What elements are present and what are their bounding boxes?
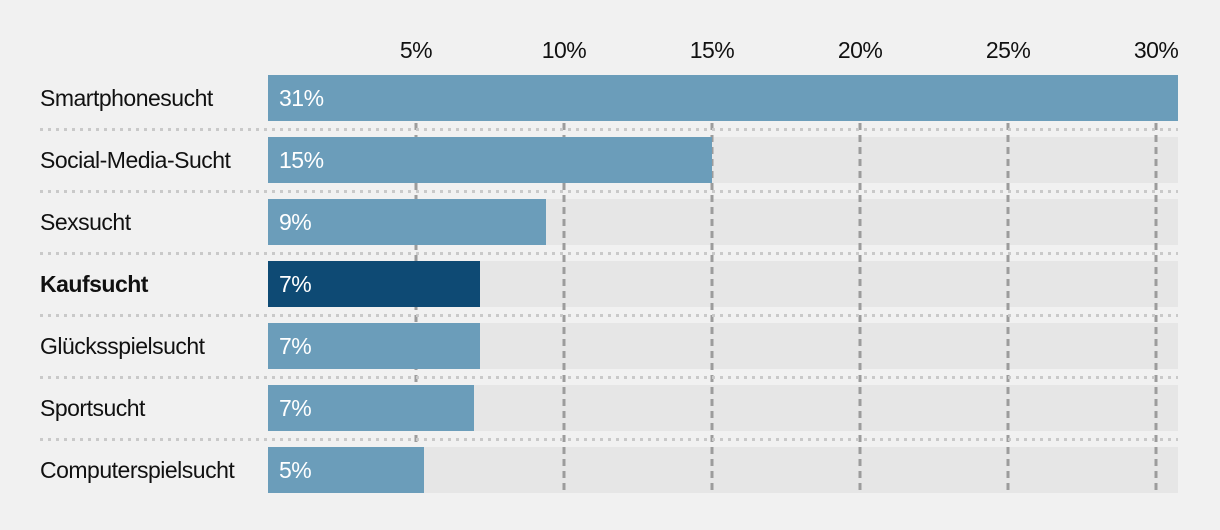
x-axis-tick-label: 20%	[837, 37, 883, 63]
x-axis-tick-label: 25%	[985, 37, 1031, 63]
bar: 5%	[268, 447, 424, 493]
gridline	[710, 75, 714, 493]
bar-value-label: 7%	[279, 395, 312, 421]
bar-value-label: 31%	[279, 85, 324, 111]
category-label: Kaufsucht	[40, 271, 148, 297]
category-label: Sexsucht	[40, 209, 131, 235]
category-label: Computerspielsucht	[40, 457, 235, 483]
x-axis-tick-label: 5%	[399, 37, 433, 63]
row-separator	[40, 190, 1178, 193]
bar-highlighted: 7%	[268, 261, 480, 307]
row-separator	[40, 314, 1178, 317]
gridline	[562, 75, 566, 493]
category-label: Smartphonesucht	[40, 85, 213, 111]
bar: 7%	[268, 323, 480, 369]
bar: 9%	[268, 199, 546, 245]
bar-value-label: 5%	[279, 457, 312, 483]
bar-value-label: 9%	[279, 209, 312, 235]
bar: 31%	[268, 75, 1178, 121]
plot-area: 31% 15% 9% 7% 7% 7% 5%	[268, 75, 1178, 493]
row-separator	[40, 376, 1178, 379]
x-axis-tick-label: 30%	[1133, 37, 1179, 63]
row-separator	[40, 252, 1178, 255]
bar: 7%	[268, 385, 474, 431]
bar-value-label: 15%	[279, 147, 324, 173]
category-label: Glücksspielsucht	[40, 333, 205, 359]
x-axis-tick-label: 10%	[541, 37, 587, 63]
x-axis-tick-label: 15%	[689, 37, 735, 63]
category-label: Social-Media-Sucht	[40, 147, 231, 173]
row-separator	[40, 128, 1178, 131]
gridline	[1154, 75, 1158, 493]
bar-value-label: 7%	[279, 271, 312, 297]
gridline	[858, 75, 862, 493]
bar: 15%	[268, 137, 713, 183]
row-separator	[40, 438, 1178, 441]
bar-value-label: 7%	[279, 333, 312, 359]
gridline	[1006, 75, 1010, 493]
category-label: Sportsucht	[40, 395, 145, 421]
